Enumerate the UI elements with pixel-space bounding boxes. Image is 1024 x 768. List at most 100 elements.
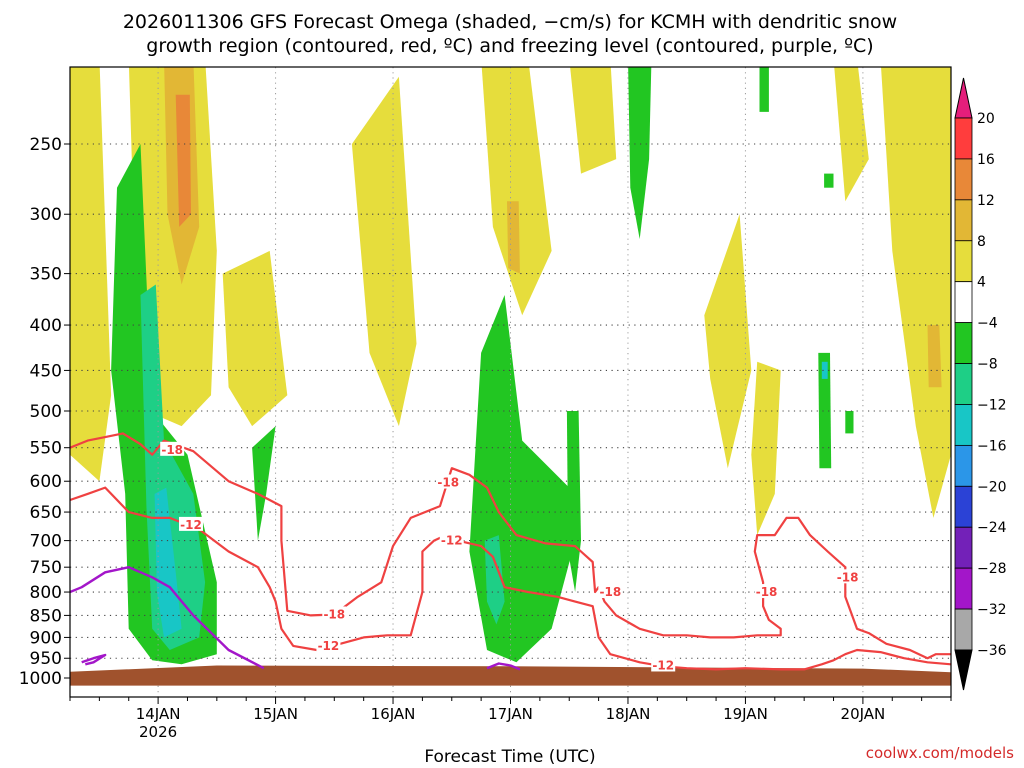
dgz-label-0: -18 bbox=[161, 443, 183, 457]
dgz-contour-12 bbox=[70, 486, 951, 671]
colorbar-label-5: −4 bbox=[977, 316, 998, 332]
colorbar-swatch-3 bbox=[954, 240, 973, 283]
dgz-label-1: -12 bbox=[180, 518, 202, 532]
x-tick-sublabel-14JAN: 2026 bbox=[139, 723, 177, 741]
y-tick-label-550: 550 bbox=[30, 439, 62, 459]
omega-region-8 bbox=[570, 67, 617, 174]
freezing-contour-2 bbox=[486, 662, 521, 671]
omega-region-5 bbox=[351, 76, 417, 427]
colorbar-bottom-arrow bbox=[954, 649, 973, 691]
omega-region-9 bbox=[704, 214, 752, 469]
dgz-label-5: -12 bbox=[441, 534, 463, 548]
dgz-label-bg-6 bbox=[598, 584, 623, 599]
terrain-fill bbox=[70, 665, 951, 686]
dgz-label-bg-7 bbox=[651, 657, 676, 672]
dgz-label-4: -18 bbox=[437, 476, 459, 490]
y-tick-label-850: 850 bbox=[30, 606, 62, 626]
omega-region-22 bbox=[759, 67, 769, 112]
omega-region-3 bbox=[175, 94, 191, 227]
dgz-label-9: -18 bbox=[837, 570, 859, 584]
chart-title-line1: 2026011306 GFS Forecast Omega (shaded, −… bbox=[123, 11, 897, 33]
omega-region-18 bbox=[469, 295, 576, 663]
dgz-label-7: -12 bbox=[652, 658, 674, 672]
y-tick-label-400: 400 bbox=[30, 316, 62, 336]
colorbar-swatch-4 bbox=[954, 281, 973, 324]
x-tick-label-14JAN: 14JAN bbox=[136, 705, 181, 723]
y-tick-label-450: 450 bbox=[30, 361, 62, 381]
colorbar-swatch-9 bbox=[954, 485, 973, 528]
contour-lines: -18 -12 -18 -12 -18 -12 -18 -12 -18 -18 bbox=[70, 432, 951, 672]
colorbar-top-arrow bbox=[954, 77, 973, 119]
freezing-contour-0 bbox=[70, 566, 265, 670]
x-tick-label-18JAN: 18JAN bbox=[606, 705, 651, 723]
y-tick-label-250: 250 bbox=[30, 135, 62, 155]
omega-region-26 bbox=[845, 411, 854, 434]
y-tick-label-750: 750 bbox=[30, 558, 62, 578]
colorbar-label-10: −24 bbox=[977, 520, 1007, 536]
y-tick-label-1000: 1000 bbox=[19, 669, 62, 689]
y-tick-label-300: 300 bbox=[30, 205, 62, 225]
colorbar: 20 16 12 8 4 −4 −8 −12 −16 −20 −24 −28 −32 −36 bbox=[954, 77, 1007, 691]
omega-region-23 bbox=[818, 352, 832, 469]
omega-region-12 bbox=[881, 67, 951, 518]
colorbar-label-13: −36 bbox=[977, 643, 1007, 659]
omega-region-17 bbox=[252, 426, 276, 541]
colorbar-swatch-10 bbox=[954, 526, 973, 569]
colorbar-swatch-11 bbox=[954, 567, 973, 610]
omega-region-19 bbox=[484, 535, 505, 625]
colorbar-label-0: 20 bbox=[977, 111, 995, 127]
colorbar-label-3: 8 bbox=[977, 234, 986, 250]
freezing-contour-1 bbox=[81, 653, 107, 666]
dgz-label-bg-2 bbox=[322, 606, 347, 621]
dgz-label-3: -12 bbox=[318, 639, 340, 653]
dgz-label-bg-9 bbox=[835, 569, 860, 584]
y-tick-label-700: 700 bbox=[30, 532, 62, 552]
omega-region-13 bbox=[927, 325, 942, 388]
dgz-label-bg-8 bbox=[754, 584, 779, 599]
dgz-label-2: -18 bbox=[323, 607, 345, 621]
dgz-label-6: -18 bbox=[600, 585, 622, 599]
dgz-label-8: -18 bbox=[756, 585, 778, 599]
chart-title-line2: growth region (contoured, red, ºC) and f… bbox=[146, 35, 873, 57]
dgz-label-bg-3 bbox=[316, 637, 341, 652]
credit-text: coolwx.com/models bbox=[866, 744, 1014, 762]
colorbar-label-11: −28 bbox=[977, 561, 1007, 577]
omega-region-25 bbox=[824, 173, 834, 188]
colorbar-swatch-2 bbox=[954, 199, 973, 242]
colorbar-swatch-1 bbox=[954, 158, 973, 201]
dgz-label-bg-0 bbox=[160, 441, 185, 456]
y-tick-label-800: 800 bbox=[30, 583, 62, 603]
y-tick-label-950: 950 bbox=[30, 649, 62, 669]
colorbar-label-2: 12 bbox=[977, 193, 995, 209]
y-tick-label-500: 500 bbox=[30, 402, 62, 422]
omega-region-4 bbox=[222, 250, 288, 427]
colorbar-label-7: −12 bbox=[977, 397, 1007, 413]
colorbar-swatch-0 bbox=[954, 117, 973, 160]
omega-region-11 bbox=[834, 67, 869, 202]
omega-region-0 bbox=[70, 67, 112, 482]
grid-lines bbox=[70, 67, 951, 697]
omega-region-6 bbox=[481, 67, 552, 316]
colorbar-label-4: 4 bbox=[977, 275, 986, 291]
colorbar-swatch-5 bbox=[954, 322, 973, 364]
colorbar-swatch-8 bbox=[954, 444, 973, 487]
y-tick-label-350: 350 bbox=[30, 265, 62, 285]
y-tick-label-600: 600 bbox=[30, 472, 62, 492]
colorbar-label-12: −32 bbox=[977, 602, 1007, 618]
x-tick-label-20JAN: 20JAN bbox=[841, 705, 886, 723]
dgz-label-bg-5 bbox=[439, 532, 464, 547]
omega-region-20 bbox=[566, 411, 581, 592]
omega-region-10 bbox=[751, 361, 781, 536]
colorbar-swatch-12 bbox=[954, 608, 973, 651]
dgz-label-bg-1 bbox=[178, 516, 203, 531]
terrain-ground bbox=[70, 665, 951, 686]
omega-region-21 bbox=[628, 67, 652, 240]
omega-region-24 bbox=[821, 361, 828, 379]
colorbar-label-1: 16 bbox=[977, 152, 995, 168]
colorbar-swatch-7 bbox=[954, 404, 973, 446]
dgz-label-bg-4 bbox=[436, 474, 461, 489]
omega-shading bbox=[70, 67, 951, 665]
x-tick-label-19JAN: 19JAN bbox=[723, 705, 768, 723]
omega-region-16 bbox=[154, 487, 182, 638]
